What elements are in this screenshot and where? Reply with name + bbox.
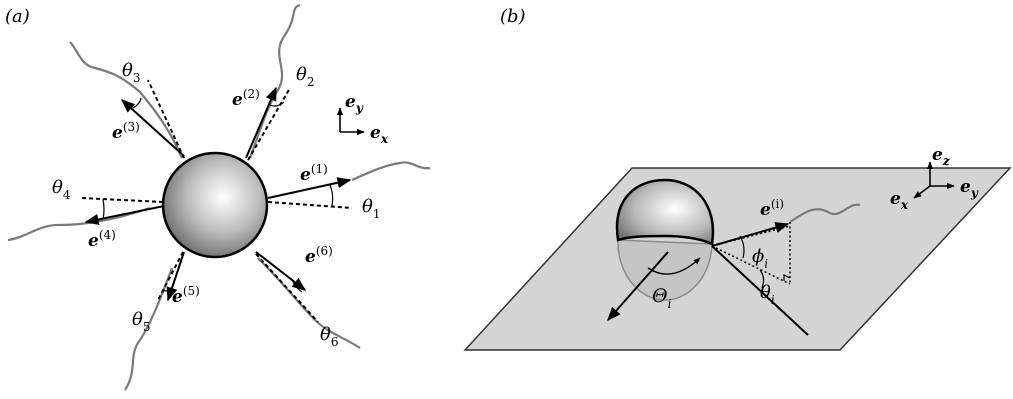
arrow-ei [711, 222, 790, 247]
ref-line-6 [255, 253, 319, 323]
label-theta-6: θ6 [320, 324, 338, 349]
reference-lines [81, 79, 353, 323]
axis-x-arrow-b [913, 185, 931, 199]
angle-arcs [102, 97, 334, 293]
label-theta-1: θ1 [362, 196, 380, 221]
arc-theta-2 [269, 101, 285, 107]
construction-lines [711, 222, 791, 285]
arrow-e5 [166, 251, 185, 302]
ref-line-1 [267, 201, 353, 209]
arc-theta-b [759, 269, 765, 289]
label-e4: e(4) [88, 228, 116, 251]
panel-a: (a) [5, 3, 431, 391]
arc-theta-6 [291, 279, 303, 293]
axis-y-label-b: ey [960, 177, 979, 200]
label-theta-b: θi [760, 282, 775, 307]
axis-x-label-b: ex [890, 189, 909, 212]
arrow-e6 [255, 251, 307, 291]
flagellum-wave-6 [257, 257, 361, 349]
label-theta-3: θ3 [122, 60, 140, 85]
panel-b-label: (b) [500, 6, 526, 27]
label-e3: e(3) [112, 120, 140, 143]
panel-b: (b) e(i) ϕi θi Θi [463, 6, 1012, 351]
arrow-e2 [245, 86, 277, 159]
right-angle-marker [783, 274, 791, 281]
label-e2: e(2) [232, 87, 260, 110]
arrow-e1 [267, 177, 352, 199]
arc-theta-4 [102, 198, 105, 220]
arrow-Theta-direction [607, 251, 669, 322]
label-theta-5: θ5 [132, 309, 150, 334]
ref-line-3 [147, 79, 185, 159]
arc-phi [739, 235, 745, 259]
axes-b [913, 161, 955, 199]
arc-Theta [647, 257, 701, 275]
label-theta-2: θ2 [296, 64, 314, 89]
axis-x-label: ex [370, 123, 389, 146]
arc-theta-1 [329, 184, 334, 207]
label-e5: e(5) [172, 284, 200, 307]
axes-a [336, 107, 365, 136]
label-e1: e(1) [300, 162, 328, 185]
dotted-projection [711, 245, 791, 285]
unit-vectors [84, 86, 352, 302]
ref-line-5 [157, 251, 184, 301]
axis-z-label: ez [932, 145, 951, 168]
arrow-e3 [120, 99, 185, 157]
label-ei: e(i) [760, 197, 784, 220]
label-phi: ϕi [752, 246, 768, 271]
flagellum-wave-1 [351, 161, 431, 182]
label-Theta: Θi [652, 285, 672, 311]
projection-line [711, 245, 809, 336]
arc-theta-5 [161, 289, 171, 292]
flagellum-wave-b [789, 203, 861, 223]
dome-hemisphere [615, 178, 715, 246]
arrow-e4 [84, 205, 165, 225]
arc-theta-3 [132, 97, 142, 109]
flagellum-wave-2 [248, 3, 301, 159]
flagellum-wave-3 [69, 41, 184, 159]
lower-hemisphere [617, 239, 713, 301]
flagellum-wave-4 [7, 206, 151, 242]
label-e6: e(6) [305, 244, 333, 267]
axis-y-label: ey [345, 92, 364, 115]
panel-a-label: (a) [5, 6, 30, 27]
label-theta-4: θ4 [52, 177, 71, 202]
cell-body-sphere [161, 151, 269, 259]
ref-line-4 [81, 197, 164, 203]
